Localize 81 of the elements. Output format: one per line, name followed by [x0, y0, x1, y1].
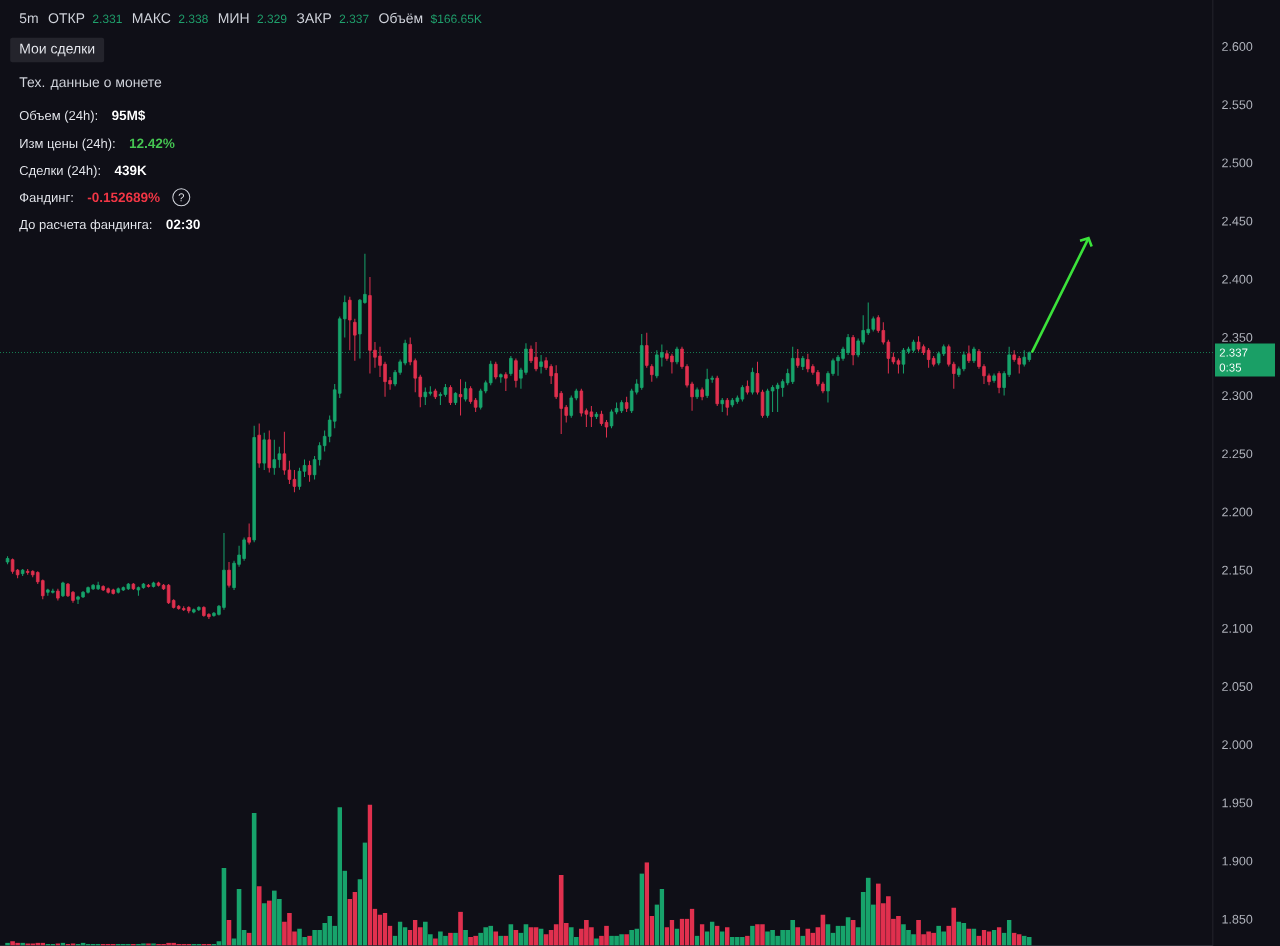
- annotation: 2.337: [339, 14, 369, 24]
- bar: [146, 943, 151, 946]
- candlestick: [509, 355, 513, 377]
- candlestick: [760, 389, 765, 419]
- annotation: МИН: [218, 13, 249, 23]
- candlestick: [504, 371, 508, 392]
- bar: [463, 929, 468, 946]
- text: 5m: [19, 13, 38, 24]
- annotation: ОТКР: [48, 13, 85, 24]
- candlestick: [282, 431, 287, 476]
- candlestick: [967, 345, 971, 364]
- candlestick: [247, 523, 251, 546]
- bar: [433, 938, 438, 946]
- y-tick-label: 1.900: [1222, 856, 1253, 866]
- annotation: Фандинг:: [19, 192, 73, 205]
- candlestick: [353, 318, 357, 362]
- y-tick-label: 2.100: [1222, 623, 1253, 633]
- bar: [266, 900, 272, 946]
- bar: [594, 938, 599, 946]
- y-tick-label: 2.050: [1222, 682, 1253, 691]
- annotation: Сделки (24h):: [19, 165, 100, 178]
- y-tick-label: 1.850: [1222, 914, 1253, 924]
- candlestick: [448, 384, 453, 406]
- candlestick: [514, 357, 518, 388]
- candlestick: [539, 354, 543, 375]
- candlestick: [307, 460, 312, 483]
- candlestick: [750, 367, 755, 395]
- candlestick: [458, 378, 463, 416]
- annotation: Тех. данные о монете: [19, 77, 162, 90]
- ref-line-label: 2.337: [1219, 348, 1248, 357]
- annotation: $166.65K: [430, 14, 482, 24]
- y-tick-label: 2.600: [1222, 42, 1253, 51]
- annotation: 12.42%: [129, 138, 175, 149]
- annotation: До расчета фандинга:: [19, 219, 152, 232]
- candlestick: [851, 334, 855, 366]
- candlestick: [262, 432, 266, 471]
- bar: [453, 932, 458, 946]
- candlestick: [645, 332, 649, 369]
- annotation: 2.329: [257, 14, 287, 24]
- bar: [458, 911, 463, 946]
- y-tick-label: 2.450: [1222, 216, 1253, 226]
- bar: [151, 943, 156, 946]
- y-tick-label: 2.350: [1222, 333, 1253, 342]
- text: 0:35: [1219, 363, 1242, 372]
- candlestick: [579, 388, 584, 418]
- annotation: 02:30: [166, 219, 200, 230]
- annotation: -0.152689%: [87, 192, 160, 203]
- bar: [624, 934, 629, 946]
- candlestick: [227, 561, 231, 589]
- y-tick-label: 2.550: [1222, 100, 1253, 110]
- candlestick: [790, 346, 795, 385]
- annotation: Мои сделки: [20, 43, 95, 57]
- y-tick-label: 2.200: [1222, 507, 1253, 517]
- annotation: ЗАКР: [296, 13, 331, 24]
- annotation: 2.338: [178, 14, 208, 24]
- candlestick: [272, 439, 277, 476]
- y-tick-label: 2.250: [1222, 449, 1253, 459]
- candlestick: [796, 348, 800, 369]
- y-tick-label: 2.000: [1222, 740, 1253, 750]
- y-tick-label: 2.300: [1222, 391, 1253, 401]
- candlestick: [348, 296, 352, 351]
- y-tick-label: 1.950: [1222, 798, 1253, 808]
- y-tick-label: 2.150: [1222, 565, 1253, 575]
- annotation: Изм цены (24h):: [20, 138, 115, 151]
- annotation: ?: [178, 193, 185, 202]
- y-tick-label: 2.500: [1222, 158, 1253, 168]
- annotation: Объем (24h):: [19, 110, 98, 123]
- annotation: 95M$: [112, 109, 146, 121]
- y-tick-label: 2.400: [1222, 274, 1253, 284]
- bar: [498, 935, 504, 946]
- bar: [448, 932, 453, 946]
- annotation: 2.331: [92, 14, 122, 24]
- annotation: 439K: [114, 165, 147, 176]
- candlestick: [755, 361, 760, 395]
- candlestick: [463, 381, 468, 402]
- bar: [795, 927, 801, 946]
- bar: [800, 935, 806, 946]
- bar: [493, 931, 499, 946]
- annotation: МАКС: [132, 13, 171, 24]
- annotation: Объём: [379, 12, 423, 24]
- candlestick: [997, 370, 1001, 394]
